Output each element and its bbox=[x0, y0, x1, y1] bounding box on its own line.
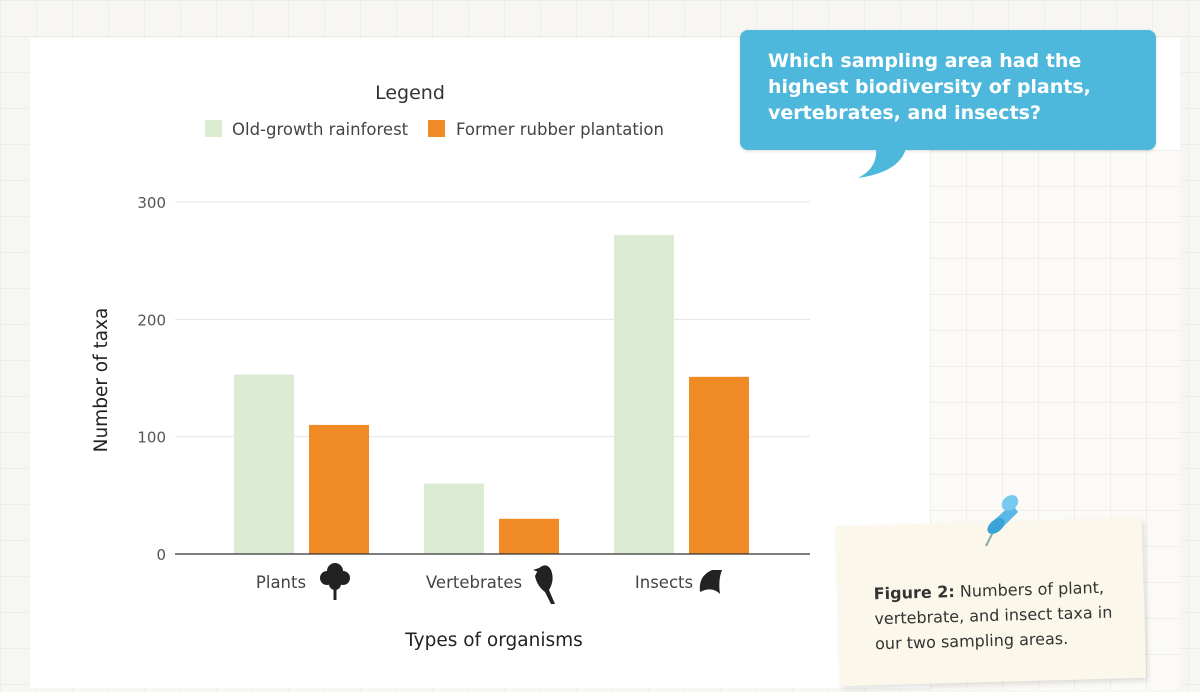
legend-label-rubber: Former rubber plantation bbox=[456, 120, 664, 139]
bar-vertebrates-old-growth bbox=[424, 483, 484, 554]
push-pin-icon bbox=[985, 495, 1019, 547]
bar-plants-rubber bbox=[309, 424, 369, 554]
bar-plants-old-growth bbox=[234, 374, 294, 554]
bird-icon bbox=[533, 565, 555, 604]
caption-label: Figure 2: bbox=[873, 582, 956, 604]
legend-swatch-rubber bbox=[428, 120, 445, 137]
legend-swatch-old-growth bbox=[205, 120, 222, 137]
category-label: Plants bbox=[256, 573, 306, 592]
caption-text: Figure 2: Numbers of plant, vertebrate, … bbox=[873, 574, 1135, 656]
category-label: Vertebrates bbox=[426, 573, 522, 592]
tree-icon bbox=[320, 563, 350, 600]
legend-title: Legend bbox=[375, 82, 445, 104]
bar-insects-rubber bbox=[689, 376, 749, 554]
gridlines: 0 100 200 300 bbox=[137, 194, 810, 564]
y-tick-label: 200 bbox=[137, 311, 166, 329]
y-tick-label: 0 bbox=[156, 546, 166, 564]
bar-insects-old-growth bbox=[614, 234, 674, 554]
bars bbox=[234, 234, 749, 554]
legend-label-old-growth: Old-growth rainforest bbox=[232, 120, 409, 139]
question-bubble: Which sampling area had the highest biod… bbox=[740, 30, 1156, 150]
y-tick-label: 100 bbox=[137, 429, 166, 447]
y-tick-label: 300 bbox=[137, 194, 166, 212]
moth-icon bbox=[699, 570, 722, 594]
category-label: Insects bbox=[635, 573, 693, 592]
bar-vertebrates-rubber bbox=[499, 518, 559, 554]
category-labels: Plants Vertebrates Insects bbox=[256, 563, 722, 604]
bubble-tail bbox=[858, 148, 906, 178]
question-text: Which sampling area had the highest biod… bbox=[768, 50, 1091, 124]
x-axis-title: Types of organisms bbox=[404, 630, 583, 651]
y-axis-title: Number of taxa bbox=[91, 308, 112, 453]
